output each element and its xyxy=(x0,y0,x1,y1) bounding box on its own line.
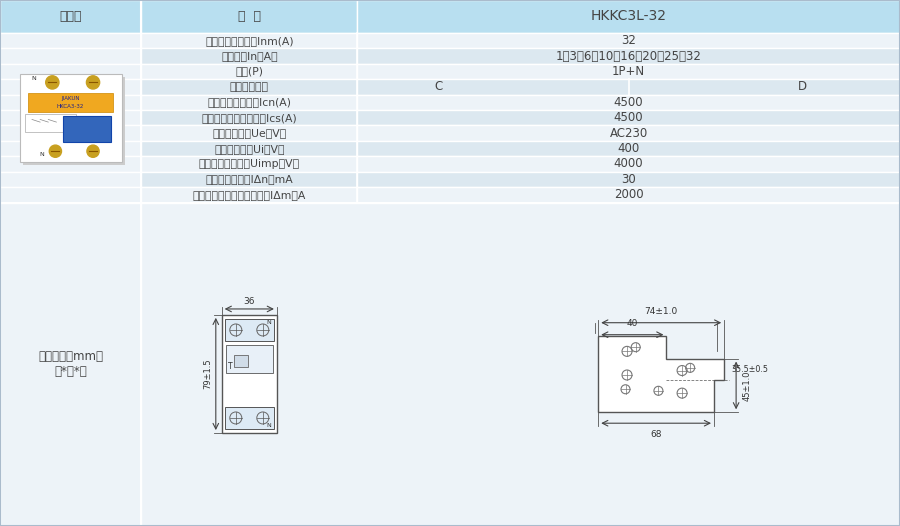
Bar xyxy=(22,77,124,165)
Text: N: N xyxy=(266,320,271,326)
Text: T: T xyxy=(228,362,232,371)
Bar xyxy=(0,64,141,79)
Bar xyxy=(234,355,248,367)
Text: HKCA3-32: HKCA3-32 xyxy=(57,104,85,109)
Text: 额定冲击耐受电压Uimp（V）: 额定冲击耐受电压Uimp（V） xyxy=(199,159,300,169)
Bar xyxy=(0,156,141,171)
Text: 400: 400 xyxy=(617,142,640,155)
Text: N: N xyxy=(266,423,271,429)
Text: 4500: 4500 xyxy=(614,96,644,109)
Text: 74±1.0: 74±1.0 xyxy=(644,307,678,316)
Bar xyxy=(25,114,76,132)
Text: 30: 30 xyxy=(621,173,636,186)
Bar xyxy=(357,171,900,187)
Text: 瞬时脱扣类型: 瞬时脱扣类型 xyxy=(230,82,269,92)
Bar xyxy=(20,74,122,162)
Bar xyxy=(225,407,274,429)
Bar xyxy=(225,319,274,341)
Text: 68: 68 xyxy=(651,430,661,439)
Bar xyxy=(0,171,141,187)
Bar xyxy=(357,0,900,33)
Bar xyxy=(141,125,357,141)
Polygon shape xyxy=(598,336,724,412)
Text: 额定剩余电流（IΔn）mA: 额定剩余电流（IΔn）mA xyxy=(205,175,293,185)
Circle shape xyxy=(87,145,99,157)
Text: 极数(P): 极数(P) xyxy=(235,66,264,76)
Bar xyxy=(0,33,141,48)
Bar xyxy=(0,125,141,141)
Bar xyxy=(141,187,357,203)
Bar xyxy=(0,187,141,203)
Bar xyxy=(221,315,277,433)
Bar xyxy=(357,125,900,141)
Circle shape xyxy=(86,76,100,89)
Text: 额定绝缘电压Ui（V）: 额定绝缘电压Ui（V） xyxy=(214,144,284,154)
Text: 额定电流In（A）: 额定电流In（A） xyxy=(221,51,277,61)
Text: 2000: 2000 xyxy=(614,188,644,201)
Bar xyxy=(0,141,141,156)
Text: N: N xyxy=(40,152,44,157)
Bar xyxy=(141,0,357,33)
Bar xyxy=(141,64,357,79)
Bar xyxy=(141,95,357,110)
Text: 型  号: 型 号 xyxy=(238,10,261,23)
Text: 1、3、6、10、16、20、25、32: 1、3、6、10、16、20、25、32 xyxy=(555,49,702,63)
Bar xyxy=(141,48,357,64)
Bar xyxy=(0,0,141,33)
Text: AC230: AC230 xyxy=(609,127,648,139)
Bar xyxy=(357,79,900,95)
Text: 外形尺寸（mm）
长*宽*高: 外形尺寸（mm） 长*宽*高 xyxy=(38,350,104,378)
Bar xyxy=(141,203,900,526)
Bar xyxy=(357,33,900,48)
Bar xyxy=(226,345,273,373)
Bar xyxy=(357,95,900,110)
Text: 额定工作电压Ue（V）: 额定工作电压Ue（V） xyxy=(212,128,286,138)
Bar xyxy=(357,110,900,125)
Bar xyxy=(357,156,900,171)
Bar xyxy=(0,79,141,95)
Bar xyxy=(0,203,141,526)
Text: 额定短路分断能力Icn(A): 额定短路分断能力Icn(A) xyxy=(207,97,292,107)
Bar xyxy=(0,110,141,125)
Bar xyxy=(0,95,141,110)
Bar xyxy=(62,116,112,143)
Text: 45±1.0: 45±1.0 xyxy=(743,370,752,401)
Bar xyxy=(141,156,357,171)
Text: 36: 36 xyxy=(244,298,255,307)
Text: 产品图: 产品图 xyxy=(59,10,82,23)
Text: 35.5±0.5: 35.5±0.5 xyxy=(731,365,768,374)
Text: 壳架等级额定电流Inm(A): 壳架等级额定电流Inm(A) xyxy=(205,36,293,46)
Bar xyxy=(0,48,141,64)
Bar xyxy=(141,110,357,125)
Circle shape xyxy=(46,76,59,89)
Text: 1P+N: 1P+N xyxy=(612,65,645,78)
Text: C: C xyxy=(435,80,443,93)
Text: JIAKUN: JIAKUN xyxy=(61,96,80,102)
Text: 32: 32 xyxy=(621,34,636,47)
Bar xyxy=(357,187,900,203)
Bar xyxy=(141,171,357,187)
Text: D: D xyxy=(797,80,807,93)
Text: 4500: 4500 xyxy=(614,111,644,124)
Circle shape xyxy=(50,145,61,157)
Text: 4000: 4000 xyxy=(614,157,644,170)
Text: 79±1.5: 79±1.5 xyxy=(203,359,212,389)
Bar xyxy=(141,33,357,48)
Text: N: N xyxy=(32,76,36,82)
Bar xyxy=(141,79,357,95)
Bar xyxy=(28,93,113,113)
Bar xyxy=(141,141,357,156)
Text: 额定运行短路分断能力Ics(A): 额定运行短路分断能力Ics(A) xyxy=(202,113,297,123)
Bar xyxy=(357,64,900,79)
Bar xyxy=(357,141,900,156)
Text: HKKC3L-32: HKKC3L-32 xyxy=(590,9,667,24)
Text: 额定剩余接通和分断能力（IΔm）A: 额定剩余接通和分断能力（IΔm）A xyxy=(193,190,306,200)
Text: 40: 40 xyxy=(626,319,638,328)
Bar xyxy=(357,48,900,64)
